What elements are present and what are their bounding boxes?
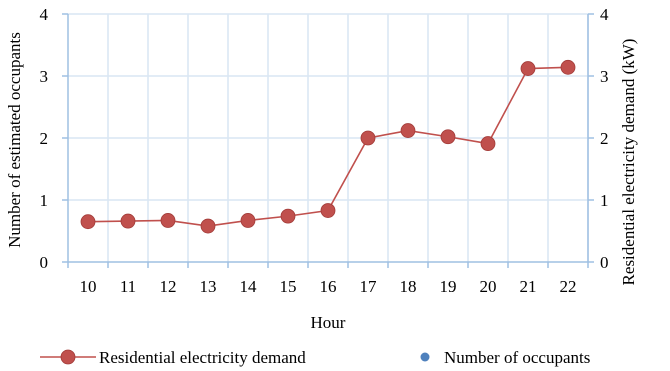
data-point	[160, 213, 176, 228]
x-tick-label: 19	[440, 277, 457, 296]
left-y-tick-label: 4	[40, 5, 49, 24]
x-tick-label: 20	[480, 277, 497, 296]
right-y-tick-label: 1	[600, 191, 609, 210]
x-tick-label: 21	[520, 277, 537, 296]
x-tick-label: 14	[240, 277, 258, 296]
series-line	[87, 66, 569, 227]
x-tick-label: 13	[200, 277, 217, 296]
x-tick-label: 12	[160, 277, 177, 296]
right-y-tick-label: 3	[600, 67, 609, 86]
x-tick-label: 17	[360, 277, 378, 296]
x-tick-label: 11	[120, 277, 136, 296]
left-y-tick-label: 1	[40, 191, 49, 210]
left-y-tick-label: 2	[40, 129, 49, 148]
x-tick-label: 16	[320, 277, 337, 296]
data-point	[120, 213, 136, 229]
left-y-axis-title: Number of estimated occupants	[5, 32, 24, 248]
data-point	[520, 61, 536, 76]
data-point	[400, 123, 416, 138]
x-axis-title: Hour	[311, 313, 346, 332]
x-tick-label: 15	[280, 277, 297, 296]
data-point	[320, 203, 336, 218]
series	[80, 59, 576, 234]
data-point	[480, 136, 496, 151]
right-y-axis-title: Residential electricity demand (kW)	[619, 39, 638, 286]
data-point	[200, 218, 216, 234]
legend-marker-swatch	[420, 352, 430, 362]
legend-label: Residential electricity demand	[99, 348, 306, 367]
x-tick-label: 18	[400, 277, 417, 296]
right-y-tick-label: 0	[600, 253, 609, 272]
right-y-tick-label: 4	[600, 5, 609, 24]
left-y-tick-label: 0	[40, 253, 49, 272]
data-point	[360, 130, 376, 146]
legend-label: Number of occupants	[444, 348, 590, 367]
axes	[62, 13, 594, 268]
data-point	[80, 214, 96, 230]
legend: Residential electricity demand Number of …	[40, 348, 590, 367]
data-point	[280, 208, 296, 224]
data-point	[440, 129, 456, 145]
x-tick-label: 22	[560, 277, 577, 296]
data-point	[560, 59, 576, 75]
data-point	[240, 213, 256, 228]
right-y-tick-label: 2	[600, 129, 609, 148]
gridlines	[68, 13, 589, 262]
legend-marker-swatch	[60, 349, 76, 365]
x-tick-label: 10	[80, 277, 97, 296]
left-y-tick-label: 3	[40, 67, 49, 86]
